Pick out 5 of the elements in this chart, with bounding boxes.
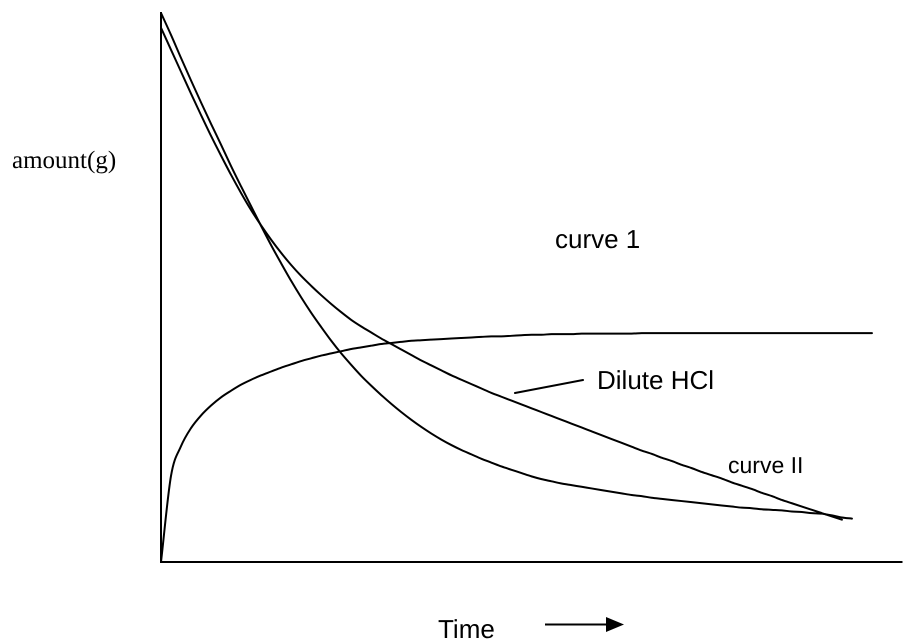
x-axis-title: Time	[438, 614, 495, 644]
y-axis-title: amount(g)	[12, 147, 116, 174]
annotation: curve II	[728, 452, 804, 478]
annotation: curve 1	[555, 224, 640, 254]
annotation: Dilute HCl	[597, 365, 714, 395]
